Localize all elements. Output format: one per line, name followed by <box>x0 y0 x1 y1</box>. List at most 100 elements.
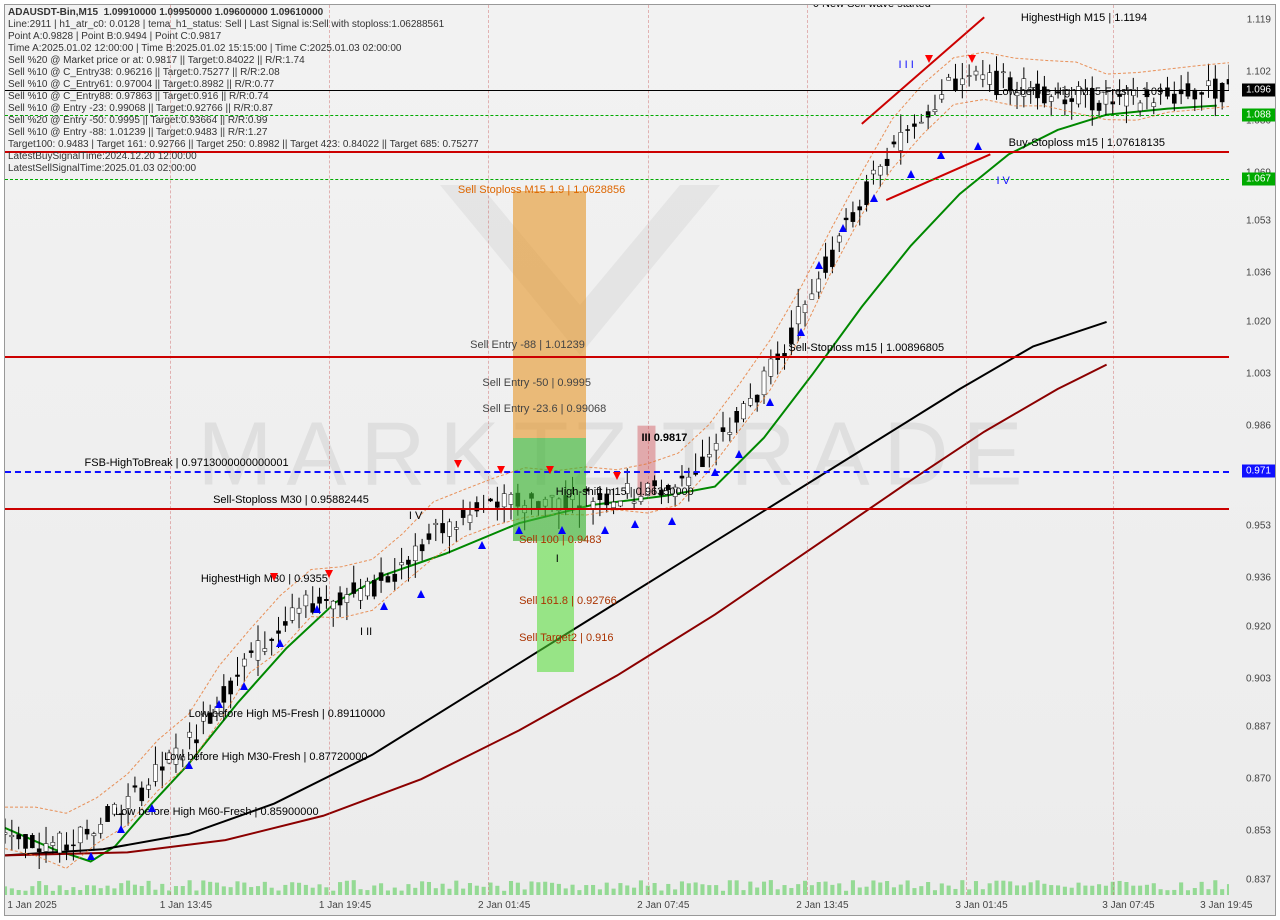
y-tick: 0.870 <box>1246 774 1271 785</box>
chart-annotation: I <box>556 553 559 565</box>
arrow-up-icon <box>711 468 719 476</box>
arrow-up-icon <box>631 520 639 528</box>
chart-annotation: Sell Entry -50 | 0.9995 <box>482 377 591 389</box>
chart-annotation: I V <box>409 510 422 522</box>
chart-annotation: HighestHigh M30 | 0.9355 <box>201 573 328 585</box>
chart-annotation: I V <box>996 175 1009 187</box>
horizontal-level <box>5 508 1229 510</box>
chart-plot-area[interactable]: MARKTZTRADE FSB-HighToBreak | 0.97130000… <box>5 5 1229 895</box>
arrow-down-icon <box>613 472 621 480</box>
chart-annotation: Sell Entry -88 | 1.01239 <box>470 339 585 351</box>
y-tick: 1.119 <box>1247 15 1271 26</box>
arrow-up-icon <box>185 761 193 769</box>
y-tick: 1.036 <box>1246 268 1271 279</box>
level-label: FSB-HighToBreak | 0.9713000000000001 <box>85 457 289 469</box>
horizontal-level <box>5 356 1229 358</box>
y-tick: 0.853 <box>1246 825 1271 836</box>
arrow-up-icon <box>380 602 388 610</box>
x-tick: 2 Jan 01:45 <box>478 900 530 911</box>
x-tick: 2 Jan 07:45 <box>637 900 689 911</box>
chart-annotation: Low before High M15-Fresh | 1.09 <box>996 86 1163 98</box>
symbol-header: ADAUSDT-Bin,M15 1.09910000 1.09950000 1.… <box>8 7 323 19</box>
grid-vertical <box>648 5 649 895</box>
y-tick: 0.953 <box>1246 521 1271 532</box>
y-tick: 1.020 <box>1246 316 1271 327</box>
y-tick: 1.102 <box>1246 67 1271 78</box>
info-line: LatestBuySignalTime:2024.12.20 12:00:00 <box>8 151 197 163</box>
horizontal-level <box>5 179 1229 180</box>
info-line: Time A:2025.01.02 12:00:00 | Time B:2025… <box>8 43 401 55</box>
arrow-up-icon <box>417 590 425 598</box>
arrow-up-icon <box>87 852 95 860</box>
arrow-up-icon <box>839 224 847 232</box>
y-tick: 1.053 <box>1246 216 1271 227</box>
chart-annotation: I I I <box>899 59 914 71</box>
chart-container: MARKTZTRADE FSB-HighToBreak | 0.97130000… <box>4 4 1276 916</box>
grid-vertical <box>966 5 967 895</box>
arrow-up-icon <box>907 170 915 178</box>
y-tick: 1.003 <box>1246 368 1271 379</box>
arrow-up-icon <box>276 639 284 647</box>
info-line: LatestSellSignalTime:2025.01.03 02:00:00 <box>8 163 196 175</box>
info-line: Sell %10 @ Entry -88: 1.01239 || Target:… <box>8 127 267 139</box>
arrow-down-icon <box>325 570 333 578</box>
chart-annotation: Sell Target2 | 0.916 <box>519 632 613 644</box>
x-tick: 3 Jan 19:45 <box>1200 900 1252 911</box>
info-line: Sell %10 @ C_Entry38: 0.96216 || Target:… <box>8 67 280 79</box>
x-tick: 3 Jan 01:45 <box>955 900 1007 911</box>
arrow-up-icon <box>148 804 156 812</box>
chart-annotation: Sell Entry -23.6 | 0.99068 <box>482 403 606 415</box>
arrow-up-icon <box>797 328 805 336</box>
arrow-up-icon <box>215 700 223 708</box>
arrow-up-icon <box>313 605 321 613</box>
arrow-up-icon <box>766 398 774 406</box>
grid-vertical <box>488 5 489 895</box>
arrow-up-icon <box>515 526 523 534</box>
x-tick: 2 Jan 13:45 <box>796 900 848 911</box>
y-tick: 0.837 <box>1246 874 1271 885</box>
level-label: Sell-Stoploss M30 | 0.95882445 <box>213 494 369 506</box>
grid-vertical <box>807 5 808 895</box>
chart-annotation: Low before High M60-Fresh | 0.85900000 <box>115 806 318 818</box>
level-label: Buy-Stoploss m15 | 1.07618135 <box>1009 137 1165 149</box>
x-tick: 1 Jan 13:45 <box>160 900 212 911</box>
info-line: Line:2911 | h1_atr_c0: 0.0128 | tema_h1_… <box>8 19 444 31</box>
info-line: Sell %20 @ Market price or at: 0.9817 ||… <box>8 55 305 67</box>
arrow-up-icon <box>478 541 486 549</box>
price-box: 0.971 <box>1242 465 1275 478</box>
chart-annotation: Low before High M30-Fresh | 0.87720000 <box>164 751 367 763</box>
chart-annotation: Sell Stoploss M15 1.9 | 1.0628856 <box>458 184 625 196</box>
info-line: Sell %10 @ C_Entry88: 0.97863 || Target:… <box>8 91 269 103</box>
arrow-up-icon <box>668 517 676 525</box>
info-line: Sell %10 @ C_Entry61: 0.97004 || Target:… <box>8 79 274 91</box>
price-box: 1.088 <box>1242 108 1275 121</box>
info-line: Point A:0.9828 | Point B:0.9494 | Point … <box>8 31 221 43</box>
arrow-down-icon <box>925 55 933 63</box>
y-tick: 0.903 <box>1246 673 1271 684</box>
y-tick: 0.887 <box>1246 722 1271 733</box>
arrow-up-icon <box>815 261 823 269</box>
arrow-up-icon <box>558 526 566 534</box>
x-axis: 1 Jan 20251 Jan 13:451 Jan 19:452 Jan 01… <box>5 895 1229 915</box>
level-label: Sell-Stoploss m15 | 1.00896805 <box>788 342 944 354</box>
y-tick: 0.936 <box>1246 573 1271 584</box>
chart-annotation: 0 New Sell wave started <box>813 5 931 10</box>
arrow-up-icon <box>240 682 248 690</box>
info-line: Sell %20 @ Entry -50: 0.9995 || Target:0… <box>8 115 267 127</box>
arrow-up-icon <box>601 526 609 534</box>
chart-annotation: Sell 100 | 0.9483 <box>519 534 601 546</box>
info-line: Sell %10 @ Entry -23: 0.99068 || Target:… <box>8 103 273 115</box>
price-box: 1.067 <box>1242 172 1275 185</box>
arrow-up-icon <box>974 142 982 150</box>
arrow-up-icon <box>735 450 743 458</box>
y-axis: 0.837 0.853 0.870 0.887 0.903 0.920 0.936 0.953… <box>1229 5 1275 895</box>
arrow-up-icon <box>937 151 945 159</box>
chart-annotation: High-shift m15 | 0.96350000 <box>556 486 694 498</box>
y-tick: 0.920 <box>1246 621 1271 632</box>
price-box: 1.096 <box>1242 84 1275 97</box>
arrow-down-icon <box>270 573 278 581</box>
chart-annotation: HighestHigh M15 | 1.1194 <box>1021 12 1147 24</box>
arrow-down-icon <box>497 466 505 474</box>
chart-annotation: Sell 161.8 | 0.92766 <box>519 595 617 607</box>
info-line: Target100: 0.9483 | Target 161: 0.92766 … <box>8 139 479 151</box>
